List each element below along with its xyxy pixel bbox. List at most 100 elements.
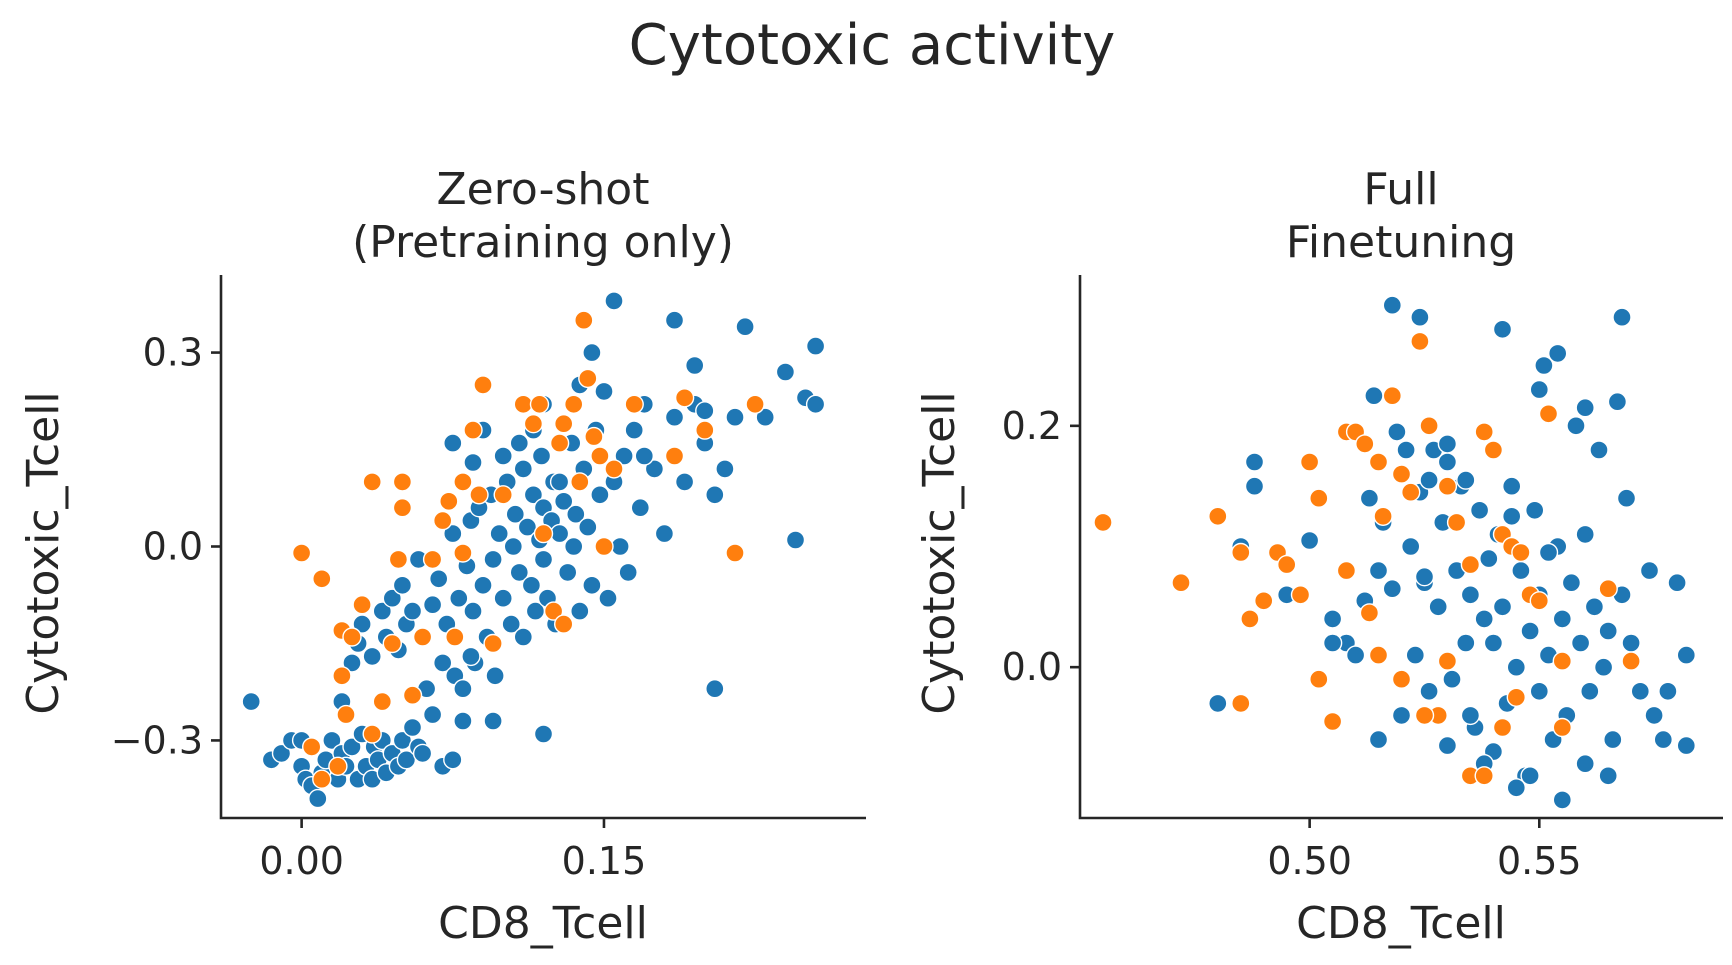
- scatter-point-orange: [578, 368, 598, 389]
- scatter-point-blue: [685, 355, 705, 376]
- scatter-point-blue: [489, 523, 509, 544]
- scatter-point-orange: [1309, 669, 1329, 689]
- scatter-point-orange: [1621, 651, 1641, 671]
- scatter-point-blue: [1598, 766, 1618, 786]
- scatter-point-blue: [493, 588, 513, 608]
- scatter-point-blue: [1575, 754, 1595, 774]
- scatter-point-blue: [1570, 633, 1591, 653]
- scatter-point-orange: [1240, 609, 1260, 629]
- scatter-point-orange: [362, 724, 382, 744]
- scatter-point-blue: [1529, 681, 1550, 701]
- scatter-point-blue: [1506, 657, 1527, 677]
- scatter-point-blue: [322, 730, 342, 751]
- scatter-point-orange: [362, 472, 382, 492]
- scatter-point-blue: [1603, 729, 1623, 750]
- scatter-point-orange: [554, 614, 574, 634]
- scatter-point-orange: [1474, 422, 1494, 442]
- scatter-point-orange: [1355, 434, 1375, 454]
- x-axis-label: CD8_Tcell: [1296, 898, 1506, 949]
- scatter-point-blue: [1396, 440, 1416, 460]
- axis-spine: [219, 275, 866, 820]
- scatter-point-orange: [1511, 542, 1531, 563]
- scatter-point-blue: [1437, 434, 1458, 454]
- scatter-point-orange: [312, 569, 332, 589]
- scatter-point-orange: [624, 394, 644, 414]
- scatter-point-orange: [1336, 560, 1357, 581]
- scatter-point-blue: [513, 627, 533, 647]
- scatter-point-blue: [1474, 609, 1494, 629]
- scatter-point-orange: [1382, 386, 1403, 406]
- scatter-point-blue: [705, 679, 725, 699]
- scatter-point-orange: [533, 523, 554, 544]
- scatter-point-blue: [433, 653, 453, 673]
- scatter-point-blue: [1456, 470, 1476, 490]
- scatter-point-blue: [509, 433, 529, 453]
- scatter-point-blue: [1621, 633, 1641, 653]
- scatter-point-orange: [1231, 542, 1251, 563]
- scatter-point-blue: [1598, 621, 1618, 641]
- scatter-point-blue: [1244, 476, 1265, 496]
- scatter-point-orange: [302, 737, 322, 757]
- scatter-point-blue: [674, 472, 695, 492]
- scatter-point-orange: [549, 433, 570, 453]
- scatter-point-orange: [594, 536, 614, 557]
- scatter-point-blue: [1345, 645, 1366, 665]
- scatter-point-blue: [664, 310, 685, 330]
- scatter-point-orange: [445, 627, 465, 647]
- scatter-point-blue: [634, 446, 654, 466]
- scatter-point-blue: [1414, 567, 1435, 587]
- scatter-point-blue: [443, 433, 463, 453]
- scatter-point-blue: [1410, 307, 1430, 327]
- scatter-point-blue: [1364, 386, 1384, 406]
- scatter-point-blue: [1483, 633, 1504, 653]
- scatter-point-blue: [1437, 735, 1458, 756]
- scatter-point-blue: [604, 291, 624, 311]
- scatter-point-blue: [1552, 609, 1573, 629]
- scatter-point-blue: [644, 459, 665, 479]
- scatter-point-blue: [1437, 452, 1458, 472]
- scatter-point-blue: [1492, 597, 1513, 617]
- scatter-point-blue: [1511, 560, 1531, 581]
- scatter-point-blue: [582, 575, 602, 595]
- scatter-point-orange: [352, 595, 372, 615]
- scatter-point-blue: [1368, 560, 1389, 581]
- y-tick-label: 0.0: [1002, 645, 1062, 689]
- scatter-point-blue: [1566, 416, 1586, 436]
- scatter-point-blue: [1658, 681, 1678, 701]
- scatter-point-orange: [570, 472, 590, 492]
- scatter-point-blue: [1299, 530, 1320, 551]
- scatter-point-orange: [604, 459, 624, 479]
- scatter-point-blue: [453, 711, 473, 731]
- scatter-point-blue: [503, 536, 523, 557]
- scatter-point-blue: [1479, 548, 1499, 569]
- scatter-point-blue: [1456, 633, 1476, 653]
- scatter-point-orange: [523, 414, 544, 434]
- scatter-point-blue: [382, 588, 402, 608]
- scatter-point-orange: [439, 491, 459, 511]
- scatter-point-orange: [574, 310, 594, 330]
- scatter-point-blue: [1368, 729, 1389, 750]
- panel-title-line2: (Pretraining only): [352, 217, 734, 268]
- scatter-point-orange: [1391, 669, 1412, 689]
- scatter-point-orange: [328, 756, 348, 776]
- scatter-point-blue: [630, 498, 650, 518]
- scatter-point-blue: [1501, 476, 1522, 496]
- scatter-point-blue: [342, 737, 362, 757]
- scatter-point-blue: [531, 446, 552, 466]
- y-tick-label: 0.3: [143, 331, 203, 375]
- scatter-point-blue: [1676, 735, 1697, 756]
- scatter-point-blue: [1419, 470, 1439, 490]
- scatter-point-blue: [1442, 669, 1462, 689]
- scatter-point-blue: [449, 588, 469, 608]
- panel-title-line2: Finetuning: [1286, 217, 1516, 268]
- scatter-point-orange: [1414, 705, 1435, 726]
- scatter-point-blue: [443, 523, 463, 544]
- scatter-point-blue: [1359, 488, 1380, 508]
- scatter-point-blue: [594, 381, 614, 402]
- scatter-point-blue: [513, 459, 533, 479]
- scatter-point-blue: [429, 569, 449, 589]
- scatter-point-blue: [1575, 398, 1595, 418]
- scatter-point-blue: [1492, 319, 1513, 339]
- scatter-point-blue: [1552, 790, 1573, 810]
- scatter-point-orange: [1373, 506, 1393, 526]
